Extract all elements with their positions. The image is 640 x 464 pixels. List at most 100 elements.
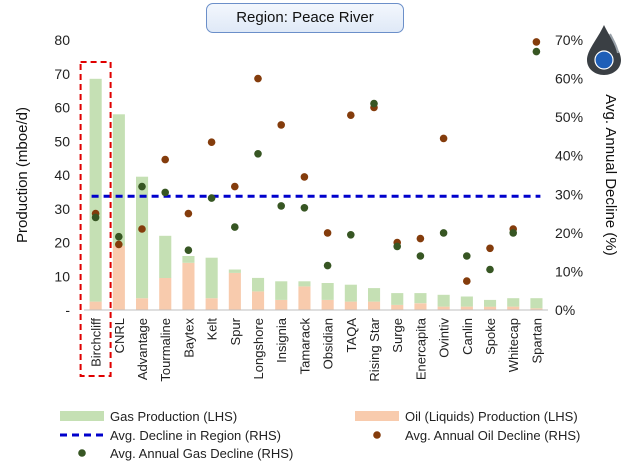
bar-oil-canlin — [460, 306, 473, 310]
point-oil-decline-longshore — [254, 74, 262, 83]
y2-tick-label: 70% — [555, 32, 583, 48]
bar-oil-spoke — [484, 306, 497, 310]
point-oil-decline-spoke — [486, 244, 494, 253]
point-oil-decline-advantage — [138, 225, 146, 233]
point-oil-decline-ovintiv — [439, 134, 448, 143]
point-gas-decline-tourmaline — [161, 188, 169, 197]
x-tick-label-rising-star: Rising Star — [367, 317, 382, 381]
point-oil-decline-insignia — [277, 121, 286, 129]
x-tick-label-cnrl: CNRL — [112, 318, 127, 353]
bar-gas-production-enercapita — [414, 293, 427, 304]
bar-gas-production-rising-star — [368, 288, 381, 302]
bar-oil-kelt — [205, 298, 218, 310]
bar-gas-production-cnrl — [112, 114, 125, 246]
bar-gas-production-obsidian — [321, 283, 334, 300]
x-tick-label-tamarack: Tamarack — [297, 318, 312, 375]
point-gas-decline-whitecap — [509, 229, 517, 237]
point-gas-decline-enercapita — [416, 252, 425, 260]
bar-oil-tamarack — [298, 286, 311, 310]
point-oil-decline-baytex — [184, 209, 193, 218]
legend-avg-decline-in-region-label: Avg. Decline in Region (RHS) — [110, 428, 281, 443]
point-gas-decline-spoke — [486, 265, 494, 274]
bar-gas-production-spartan — [530, 298, 543, 309]
bar-oil-cnrl — [112, 245, 125, 310]
bar-oil-spur — [228, 272, 241, 310]
bar-oil-ovintiv — [437, 306, 450, 310]
x-tick-label-ovintiv: Ovintiv — [437, 318, 452, 358]
legend-avg-annual-oil-decline-label: Avg. Annual Oil Decline (RHS) — [405, 428, 580, 443]
point-oil-decline-canlin — [463, 277, 471, 285]
bars-layer — [89, 78, 543, 311]
bar-gas-production-kelt — [205, 257, 218, 299]
point-oil-decline-cnrl — [115, 240, 123, 249]
point-oil-decline-kelt — [207, 138, 216, 146]
bar-oil-insignia — [275, 299, 288, 310]
legend-gas-production-swatch — [60, 411, 104, 421]
axes-layer: - 10 20 30 40 50 60 70 80 0% 10% 20% 30% 40% 50% 60% 70%… — [14, 32, 619, 382]
point-oil-decline-spartan — [532, 38, 541, 46]
point-gas-decline-kelt — [207, 194, 216, 202]
point-gas-decline-rising-star — [370, 99, 378, 108]
bar-gas-production-spoke — [484, 299, 497, 307]
cer-logo-icon — [587, 25, 621, 75]
bar-gas-production-surge — [391, 293, 404, 305]
bar-oil-obsidian — [321, 299, 334, 310]
x-tick-label-longshore: Longshore — [251, 318, 266, 379]
y-tick-label: 60 — [54, 100, 70, 116]
legend-oil-swatch — [355, 411, 399, 421]
point-oil-decline-tamarack — [300, 173, 309, 181]
point-gas-decline-obsidian — [323, 261, 332, 270]
bar-oil-birchcliff — [89, 301, 102, 310]
bar-gas-production-insignia — [275, 281, 288, 300]
bar-gas-production-birchcliff — [89, 78, 102, 302]
point-oil-decline-tourmaline — [161, 155, 169, 164]
bar-oil-spartan — [530, 308, 543, 310]
x-tick-label-enercapita: Enercapita — [413, 317, 428, 380]
bar-oil-baytex — [182, 262, 195, 311]
bar-gas-production-spur — [228, 269, 241, 273]
chart-title: Region: Peace River — [206, 3, 404, 33]
bar-gas-production-tamarack — [298, 281, 311, 287]
y-tick-label: 30 — [54, 201, 70, 217]
y-tick-label: 80 — [54, 32, 70, 48]
point-gas-decline-taqa — [347, 231, 355, 239]
point-oil-decline-spur — [231, 182, 239, 191]
legend-layer: Gas Production (LHS) Oil (Liquids) Produc… — [60, 56, 613, 461]
y-axis-title: Production (mboe/d) — [14, 107, 31, 243]
bar-gas-production-tourmaline — [159, 235, 172, 278]
bar-gas-production-baytex — [182, 256, 195, 263]
bar-gas-production-whitecap — [507, 298, 520, 307]
x-tick-label-surge: Surge — [390, 318, 405, 353]
point-gas-decline-cnrl — [115, 232, 123, 241]
y2-tick-label: 0% — [555, 302, 575, 318]
point-oil-decline-obsidian — [323, 229, 332, 237]
bar-gas-production-advantage — [136, 176, 149, 299]
point-gas-decline-birchcliff — [91, 213, 100, 222]
legend-gas-production-label: Gas Production (LHS) — [110, 409, 237, 424]
x-tick-label-advantage: Advantage — [135, 318, 150, 380]
point-gas-decline-insignia — [277, 202, 286, 210]
bar-oil-surge — [391, 304, 404, 310]
y-tick-label: 20 — [54, 235, 70, 251]
point-gas-decline-baytex — [184, 246, 193, 254]
point-gas-decline-longshore — [254, 150, 262, 158]
bar-oil-rising-star — [368, 301, 381, 310]
x-tick-label-kelt: Kelt — [205, 318, 220, 341]
point-gas-decline-tamarack — [300, 204, 309, 212]
y2-axis-title: Avg. Annual Decline (%) — [602, 94, 619, 255]
x-tick-label-canlin: Canlin — [460, 318, 475, 355]
points-layer — [91, 38, 541, 285]
x-tick-label-tourmaline: Tourmaline — [158, 318, 173, 382]
x-tick-label-spoke: Spoke — [483, 318, 498, 355]
y-tick-label: 70 — [54, 66, 70, 82]
x-tick-label-spartan: Spartan — [529, 318, 544, 364]
point-gas-decline-spur — [231, 223, 239, 231]
y-tick-label: 40 — [54, 167, 70, 183]
legend-avg-annual-gas-decline-swatch — [78, 449, 86, 457]
y2-tick-label: 40% — [555, 148, 583, 164]
bar-oil-taqa — [344, 301, 357, 310]
x-tick-label-obsidian: Obsidian — [321, 318, 336, 369]
bar-gas-production-canlin — [460, 296, 473, 307]
y-tick-label: - — [65, 302, 70, 318]
